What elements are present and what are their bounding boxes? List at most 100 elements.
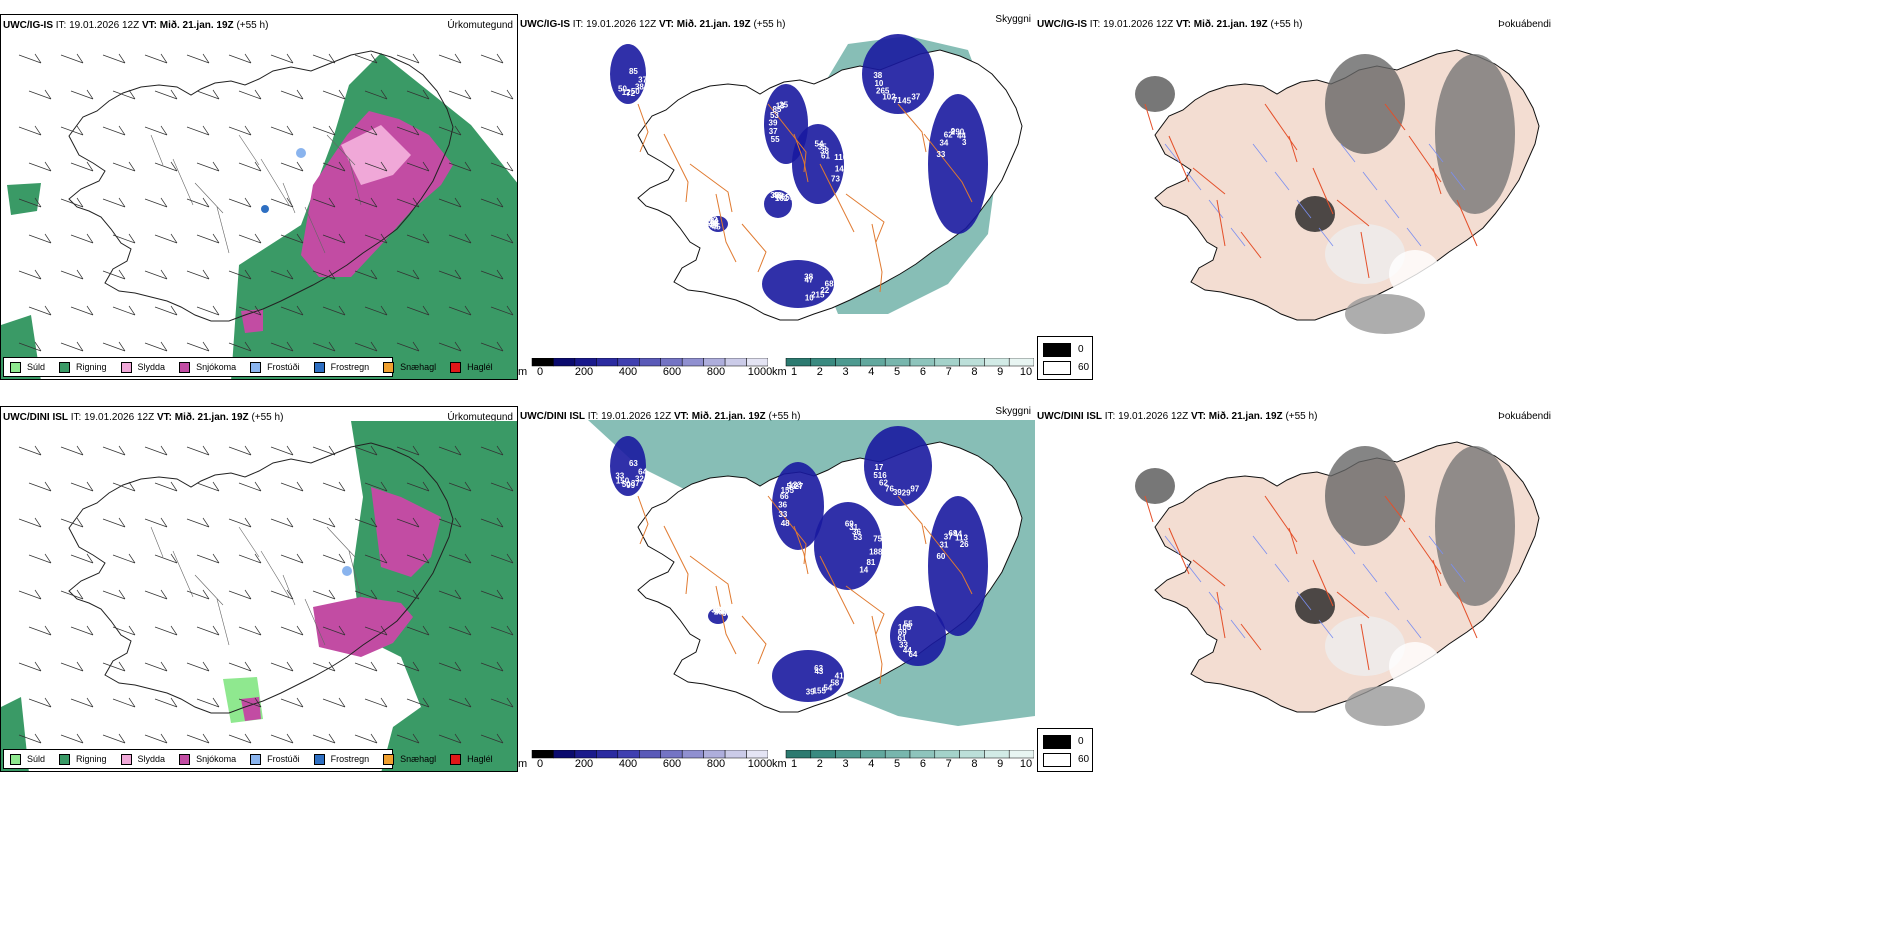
wind-barb: [144, 661, 168, 672]
wind-barb: [154, 89, 178, 100]
wind-barb: [112, 697, 136, 708]
cloud-base-label: 12: [622, 88, 631, 97]
cloud-base-label: 38: [820, 147, 829, 156]
legend-item: Frostúði: [250, 361, 300, 373]
cloud-base-label: 47: [804, 275, 813, 284]
wind-barb: [238, 553, 262, 564]
wind-barb: [18, 517, 42, 528]
wind-barb: [228, 733, 252, 744]
cloud-base-label: 41: [835, 672, 844, 681]
cloud-base-label: 58: [830, 679, 839, 688]
cloud-base-panel-top: UWC/IG-IS IT: 19.01.2026 12Z VT: Mið. 21…: [518, 14, 1035, 380]
fog-legend-label: 60: [1078, 754, 1090, 765]
legend-item: Snæhagl: [383, 753, 436, 765]
river-line: [1450, 563, 1466, 583]
wind-barb: [154, 553, 178, 564]
road-line: [1360, 623, 1370, 671]
cloud-base-label: 265: [876, 87, 890, 96]
cloud-base-label: 69: [845, 520, 854, 529]
wind-barb: [364, 481, 388, 492]
river-line: [1230, 227, 1246, 247]
wind-barb: [186, 125, 210, 136]
wind-barb: [322, 89, 346, 100]
cloud-base-label: 60: [722, 609, 731, 618]
road-line: [923, 525, 973, 595]
cloud-base-label: 37: [944, 533, 953, 542]
river-line: [1274, 563, 1290, 583]
road-line: [260, 158, 290, 206]
wind-barb: [186, 269, 210, 280]
cloud-base-label: 71: [893, 96, 902, 105]
wind-barb: [70, 305, 94, 316]
road-line: [238, 134, 260, 166]
wind-barb: [18, 341, 42, 352]
cloud-base-label: 45: [710, 222, 719, 231]
wind-barb: [448, 553, 472, 564]
cloud-base-label: 25: [779, 100, 788, 109]
wind-barb: [228, 125, 252, 136]
wind-barb: [406, 305, 430, 316]
wind-barb: [154, 625, 178, 636]
river-line: [1428, 143, 1444, 163]
wind-barb: [196, 89, 220, 100]
wind-barb: [480, 517, 504, 528]
cloud-base-label: 148: [706, 218, 720, 227]
wind-barb: [196, 233, 220, 244]
legend-item: Rigning: [59, 361, 107, 373]
cloud-base-label: 59: [785, 193, 794, 202]
road-line: [194, 574, 224, 606]
precip-type-legend: Súld Rigning Slydda Snjókoma Frostúði Frostre…: [3, 749, 493, 769]
wind-barb: [490, 89, 514, 100]
legend-item: Frostregn: [313, 753, 369, 765]
cloud-base-label: 81: [866, 558, 875, 567]
wind-barb: [112, 233, 136, 244]
colorbar-bin: [724, 750, 747, 759]
wind-barb: [406, 89, 430, 100]
river-line: [1252, 535, 1268, 555]
cloud-base-label: 105: [898, 623, 912, 632]
colorbar-strip: [531, 358, 768, 367]
wind-barb: [438, 733, 462, 744]
colorbar-bin: [909, 750, 936, 759]
wind-barb: [322, 625, 346, 636]
legend-item: Snjókoma: [179, 361, 236, 373]
panel-header: UWC/IG-IS IT: 19.01.2026 12Z VT: Mið. 21…: [3, 20, 269, 31]
panel-header: UWC/DINI ISL IT: 19.01.2026 12Z VT: Mið.…: [3, 412, 284, 423]
wind-barb: [18, 197, 42, 208]
road-line: [741, 223, 767, 273]
cloud-base-label: 150: [616, 477, 630, 486]
road-line: [1336, 199, 1370, 227]
cloud-base-label: 43: [773, 191, 782, 200]
road-line: [348, 550, 362, 598]
wind-barb: [490, 233, 514, 244]
cloud-base-label: 36: [852, 528, 861, 537]
road-line: [663, 525, 689, 595]
river-line: [1340, 143, 1356, 163]
wind-barb: [28, 553, 52, 564]
wind-barb: [490, 553, 514, 564]
panel-title: Þokuábendi: [1498, 411, 1551, 422]
cloud-base-panel-bottom: UWC/DINI ISL IT: 19.01.2026 12Z VT: Mið.…: [518, 406, 1035, 772]
cloud-base-label: 48: [781, 519, 790, 528]
river-line: [1186, 563, 1202, 583]
road-line: [1408, 135, 1442, 183]
fog-legend-label: 0: [1078, 736, 1084, 747]
road-line: [282, 574, 296, 606]
cloud-base-label: 17: [874, 463, 883, 472]
wind-barb: [438, 445, 462, 456]
fog-legend-label: 60: [1078, 362, 1090, 373]
cloud-base-label: 54: [823, 684, 832, 693]
wind-barb: [154, 697, 178, 708]
low-cloud-area: [862, 34, 934, 114]
wind-barb: [364, 697, 388, 708]
river-line: [1450, 171, 1466, 191]
wind-barb: [448, 481, 472, 492]
wind-barb: [228, 445, 252, 456]
fog-index-area: [1435, 54, 1515, 214]
wind-barb: [280, 625, 304, 636]
wind-barb: [396, 589, 420, 600]
wind-barb: [322, 305, 346, 316]
wind-barb: [406, 625, 430, 636]
wind-barb: [270, 517, 294, 528]
